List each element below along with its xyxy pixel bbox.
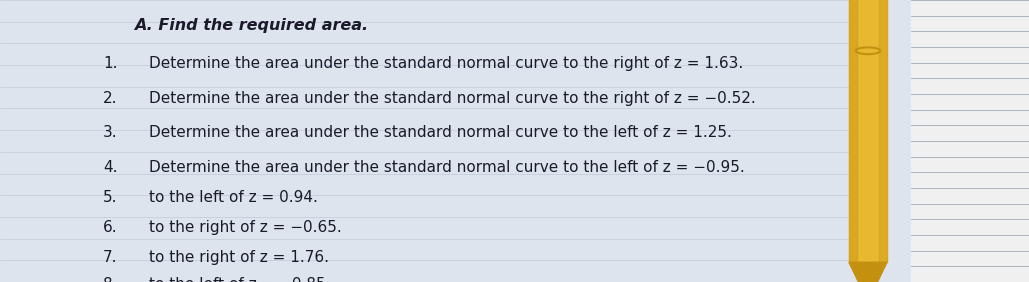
- Text: Determine the area under the standard normal curve to the left of z = −0.95.: Determine the area under the standard no…: [149, 160, 745, 175]
- Text: 6.: 6.: [103, 220, 117, 235]
- Text: A. Find the required area.: A. Find the required area.: [134, 18, 368, 33]
- Text: to the right of z = 1.76.: to the right of z = 1.76.: [149, 250, 329, 265]
- Text: to the left of z = 0.94.: to the left of z = 0.94.: [149, 190, 318, 205]
- Text: 4.: 4.: [103, 160, 117, 175]
- Text: Determine the area under the standard normal curve to the right of z = 1.63.: Determine the area under the standard no…: [149, 56, 744, 71]
- Polygon shape: [849, 0, 857, 262]
- Text: 7.: 7.: [103, 250, 117, 265]
- Text: Determine the area under the standard normal curve to the right of z = −0.52.: Determine the area under the standard no…: [149, 91, 756, 106]
- Text: Determine the area under the standard normal curve to the left of z = 1.25.: Determine the area under the standard no…: [149, 125, 732, 140]
- Text: to the right of z = −0.65.: to the right of z = −0.65.: [149, 220, 342, 235]
- Polygon shape: [849, 262, 887, 282]
- Polygon shape: [879, 0, 887, 262]
- Text: 8.: 8.: [103, 277, 117, 282]
- Text: 5.: 5.: [103, 190, 117, 205]
- Text: 2.: 2.: [103, 91, 117, 106]
- Text: 3.: 3.: [103, 125, 117, 140]
- Polygon shape: [849, 0, 887, 262]
- Polygon shape: [911, 0, 1029, 282]
- Text: to the left of z = −0.85.: to the left of z = −0.85.: [149, 277, 330, 282]
- Text: 1.: 1.: [103, 56, 117, 71]
